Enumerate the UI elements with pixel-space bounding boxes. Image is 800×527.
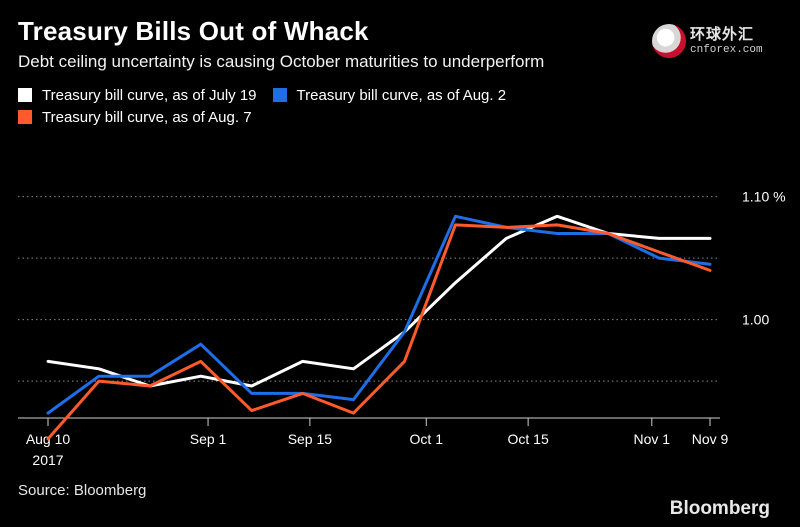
x-tick-label: Oct 15	[508, 431, 549, 447]
legend-item-aug-7: Treasury bill curve, as of Aug. 7	[18, 109, 252, 126]
legend-label-july-19: Treasury bill curve, as of July 19	[42, 86, 257, 104]
series-line-3	[46, 223, 712, 441]
chart-title: Treasury Bills Out of Whack	[18, 16, 369, 46]
legend-label-aug-7: Treasury bill curve, as of Aug. 7	[42, 108, 252, 126]
watermark: 环球外汇 cnforex.com	[652, 24, 763, 58]
legend-item-aug-2: Treasury bill curve, as of Aug. 2	[272, 86, 507, 104]
x-tick-sublabel: 2017	[32, 452, 63, 468]
legend-swatch-aug-7	[18, 110, 32, 124]
source-note: Source: Bloomberg	[18, 482, 147, 499]
x-tick-label: Nov 9	[692, 431, 729, 447]
y-tick-label: 1.00	[742, 312, 769, 328]
x-tick-label: Nov 1	[634, 431, 671, 447]
legend-swatch-july-19	[18, 88, 32, 102]
y-tick-label: 1.10 %	[742, 189, 786, 205]
watermark-cn-text: 环球外汇	[690, 25, 755, 43]
legend-item-july-19: Treasury bill curve, as of July 19	[18, 87, 257, 104]
watermark-en-text: cnforex.com	[690, 43, 763, 56]
legend: Treasury bill curve, as of July 19 Treas…	[18, 84, 522, 128]
series-line-1	[46, 214, 712, 388]
x-tick-label: Oct 1	[410, 431, 444, 447]
x-tick-label: Sep 15	[288, 431, 333, 447]
chart-subtitle: Debt ceiling uncertainty is causing Octo…	[18, 52, 545, 71]
legend-swatch-aug-2	[272, 88, 287, 102]
watermark-logo-icon	[652, 24, 686, 58]
legend-label-aug-2: Treasury bill curve, as of Aug. 2	[296, 86, 507, 104]
x-tick-label: Sep 1	[190, 431, 227, 447]
bloomberg-logo: Bloomberg	[669, 498, 770, 519]
